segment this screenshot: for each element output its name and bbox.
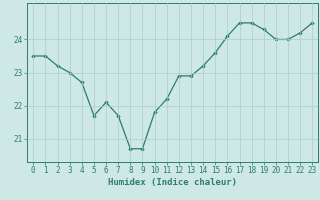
X-axis label: Humidex (Indice chaleur): Humidex (Indice chaleur)	[108, 178, 237, 187]
